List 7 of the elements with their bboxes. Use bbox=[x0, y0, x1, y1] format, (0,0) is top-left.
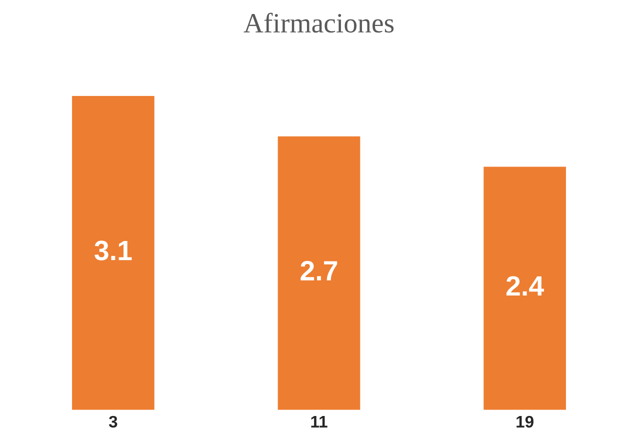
x-tick-label: 3 bbox=[108, 416, 118, 428]
data-label: 3.1 bbox=[94, 240, 132, 260]
data-label: 2.4 bbox=[506, 276, 544, 296]
data-label: 2.7 bbox=[300, 260, 338, 280]
x-tick-label: 19 bbox=[516, 416, 534, 428]
x-tick-label: 11 bbox=[311, 416, 328, 428]
chart-title: Afirmaciones bbox=[244, 12, 394, 33]
